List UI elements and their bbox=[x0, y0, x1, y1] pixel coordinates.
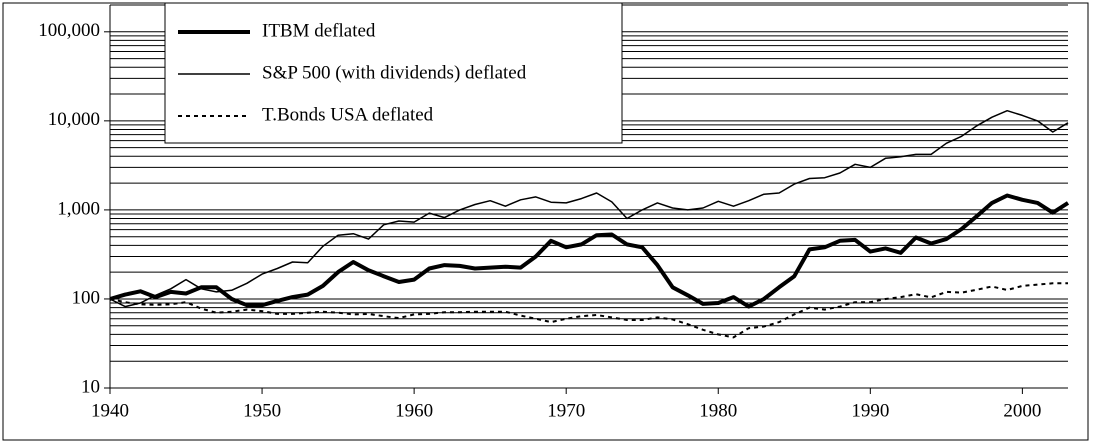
x-tick-label: 1970 bbox=[547, 400, 585, 421]
x-tick-label: 1960 bbox=[395, 400, 433, 421]
x-tick-label: 1980 bbox=[699, 400, 737, 421]
series-line bbox=[109, 282, 1068, 339]
x-tick-label: 1990 bbox=[851, 400, 889, 421]
x-tick-label: 1940 bbox=[91, 400, 129, 421]
legend-label: T.Bonds USA deflated bbox=[262, 104, 434, 125]
y-tick-label: 100,000 bbox=[38, 20, 100, 41]
series-line bbox=[109, 109, 1069, 308]
y-tick-label: 10 bbox=[81, 376, 100, 397]
y-tick-label: 10,000 bbox=[48, 109, 100, 130]
y-tick-label: 1,000 bbox=[57, 198, 100, 219]
series-line bbox=[109, 193, 1070, 309]
y-tick-label: 100 bbox=[72, 287, 101, 308]
x-tick-label: 2000 bbox=[1003, 400, 1041, 421]
x-tick-label: 1950 bbox=[243, 400, 281, 421]
legend-label: ITBM deflated bbox=[262, 20, 376, 41]
legend-label: S&P 500 (with dividends) deflated bbox=[262, 62, 527, 83]
legend-box bbox=[164, 2, 623, 144]
